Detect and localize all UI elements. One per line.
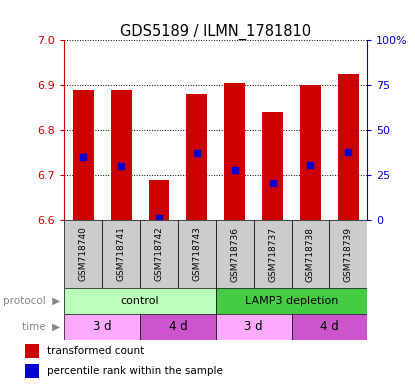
Bar	[291, 314, 367, 340]
Bar	[262, 112, 283, 220]
Bar	[216, 314, 291, 340]
Bar	[186, 94, 207, 220]
Text: 4 d: 4 d	[168, 320, 187, 333]
Text: control: control	[121, 296, 159, 306]
Text: 3 d: 3 d	[93, 320, 112, 333]
Bar	[330, 220, 367, 288]
Text: 3 d: 3 d	[244, 320, 263, 333]
Text: GSM718742: GSM718742	[154, 227, 164, 281]
Bar	[216, 288, 367, 314]
Text: GSM718740: GSM718740	[79, 227, 88, 281]
Text: percentile rank within the sample: percentile rank within the sample	[47, 366, 223, 376]
Bar	[64, 220, 102, 288]
Text: GSM718743: GSM718743	[193, 227, 201, 281]
Text: GSM718739: GSM718739	[344, 227, 353, 281]
Text: GSM718737: GSM718737	[268, 227, 277, 281]
Bar	[216, 220, 254, 288]
Text: LAMP3 depletion: LAMP3 depletion	[245, 296, 338, 306]
Text: 4 d: 4 d	[320, 320, 339, 333]
Text: GSM718738: GSM718738	[306, 227, 315, 281]
Bar	[178, 220, 216, 288]
Bar	[338, 74, 359, 220]
Bar	[140, 314, 216, 340]
Bar	[64, 314, 140, 340]
Bar	[64, 288, 216, 314]
Title: GDS5189 / ILMN_1781810: GDS5189 / ILMN_1781810	[120, 24, 311, 40]
Text: protocol  ▶: protocol ▶	[3, 296, 60, 306]
Bar	[111, 89, 132, 220]
Bar	[102, 220, 140, 288]
Text: transformed count: transformed count	[47, 346, 144, 356]
Bar	[25, 344, 39, 358]
Bar	[225, 83, 245, 220]
Text: time  ▶: time ▶	[22, 322, 60, 332]
Bar	[25, 364, 39, 378]
Bar	[149, 180, 169, 220]
Bar	[254, 220, 291, 288]
Text: GSM718741: GSM718741	[117, 227, 126, 281]
Bar	[140, 220, 178, 288]
Bar	[73, 89, 94, 220]
Bar	[291, 220, 330, 288]
Text: GSM718736: GSM718736	[230, 227, 239, 281]
Bar	[300, 85, 321, 220]
